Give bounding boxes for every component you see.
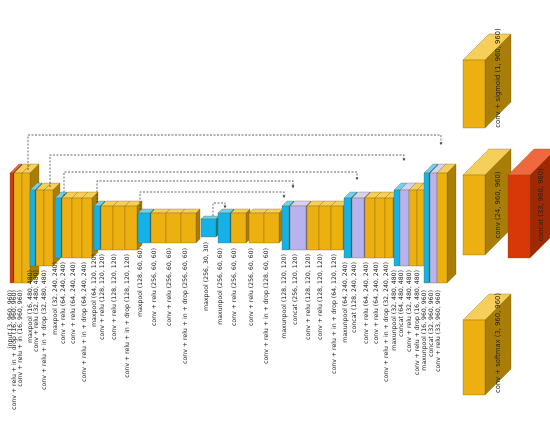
layer-label-35: concat (64, 480, 480)	[398, 270, 405, 337]
skip-connection-6	[212, 202, 226, 216]
layer-label-16: conv + relu (256, 60, 60)	[151, 248, 158, 326]
layer-label-1: input (3, 960, 960)	[7, 290, 14, 348]
side-block-conv	[462, 148, 512, 256]
layer-label-2: conv + relu + in + drop (16, 960, 960)	[11, 290, 18, 410]
side-block-sigmoid	[462, 33, 512, 129]
layer-label-36: conv + relu (32, 480, 480)	[406, 270, 413, 352]
layer-label-29: maxunpool (64, 240, 240)	[342, 262, 349, 343]
side-output-blocks: conv + sigmoid (1, 960, 960) conv (24, 96…	[462, 28, 550, 396]
layer-label-11: maxpool (64, 120, 120)	[91, 254, 98, 327]
layer-block-21	[230, 208, 251, 244]
skip-connection-5-arrow	[282, 195, 286, 198]
layer-label-31: conv + relu (64, 240, 240)	[363, 262, 370, 344]
skip-connection-5	[139, 191, 285, 210]
skip-connection-4	[96, 180, 294, 203]
skip-connection-6-arrow	[223, 205, 227, 208]
layer-label-6: conv + relu + in + drop (32, 480, 480)	[41, 270, 48, 390]
layer-label-23: conv + relu + in + drop (128, 60, 60)	[263, 248, 270, 364]
layer-label-13: conv + relu (128, 120, 120)	[111, 254, 118, 340]
layer-block-18	[180, 208, 201, 244]
layer-block-19	[200, 215, 220, 238]
layer-label-33: conv + relu + in + drop (32, 240, 240)	[383, 262, 390, 382]
layer-label-18: conv + relu + in + drop (256, 60, 60)	[182, 248, 189, 364]
skip-connections	[27, 134, 443, 216]
skip-connection-2	[49, 154, 405, 187]
skip-connection-3	[63, 171, 358, 196]
layer-label-9: conv + relu (64, 240, 240)	[70, 262, 77, 344]
layer-label-34: maxunpool (32, 480, 480)	[391, 270, 398, 351]
layer-label-40: conv + relu (33, 960, 960)	[435, 290, 442, 372]
layer-label-12: conv + relu (128, 120, 120)	[99, 254, 106, 340]
side-label-concat: concat (33, 960, 960)	[537, 168, 545, 242]
layer-label-20: maxunpool (256, 60, 60)	[217, 248, 224, 325]
skip-connection-1	[27, 134, 442, 170]
side-label-conv: conv (24, 960, 960)	[494, 171, 502, 238]
layer-labels: input (3, 960, 960)conv + relu + in + dr…	[7, 242, 442, 410]
layer-label-27: conv + relu (128, 120, 120)	[317, 254, 324, 340]
layer-label-17: conv + relu (256, 60, 60)	[166, 248, 173, 326]
layer-label-19: maxpool (256, 30, 30)	[203, 242, 210, 311]
layer-label-5: conv + relu (32, 480, 480)	[33, 270, 40, 352]
skip-connection-3-arrow	[355, 177, 359, 180]
encoder-decoder-blocks	[9, 163, 457, 284]
layer-label-3: conv + relu + in (16, 960, 960)	[17, 290, 24, 387]
layer-label-28: conv + relu + in + drop (64, 120, 120)	[331, 254, 338, 374]
layer-label-30: concat (128, 240, 240)	[351, 262, 358, 333]
layer-block-23	[263, 208, 284, 244]
layer-label-15: maxpool (128, 60, 60)	[137, 248, 144, 317]
layer-label-4: maxpool (16, 480, 480)	[27, 270, 34, 343]
layer-block-40	[436, 163, 457, 284]
layer-label-7: maxpool (32, 240, 240)	[52, 262, 59, 335]
side-label-softmax: conv + softmax (3, 960, 960)	[494, 293, 502, 393]
side-label-sigmoid: conv + sigmoid (1, 960, 960)	[494, 28, 502, 128]
layer-label-32: conv + relu (64, 240, 240)	[373, 262, 380, 344]
layer-label-8: conv + relu (64, 240, 240)	[60, 262, 67, 344]
side-block-concat	[507, 148, 550, 259]
layer-label-37: conv + relu + drop (16, 480, 480)	[414, 270, 421, 375]
skip-connection-4-arrow	[291, 185, 295, 188]
layer-label-21: conv + relu (256, 60, 60)	[231, 248, 238, 326]
layer-label-10: conv + relu + in + drop (64, 240, 240)	[81, 262, 88, 382]
layer-label-26: conv + relu (128, 120, 120)	[305, 254, 312, 340]
skip-connection-1-arrow	[439, 142, 443, 145]
layer-label-25: concat (256, 120, 120)	[292, 254, 299, 325]
layer-label-22: conv + relu (256, 60, 60)	[248, 248, 255, 326]
layer-label-24: maxunpool (128, 120, 120)	[281, 254, 288, 339]
side-block-softmax	[462, 293, 512, 396]
layer-label-39: concat (32, 960, 960)	[428, 290, 435, 357]
layer-label-38: maxunpool (16, 960, 960)	[421, 290, 428, 371]
layer-label-14: conv + relu + in + drop (128, 120, 120)	[124, 254, 131, 378]
skip-connection-2-arrow	[402, 158, 406, 161]
